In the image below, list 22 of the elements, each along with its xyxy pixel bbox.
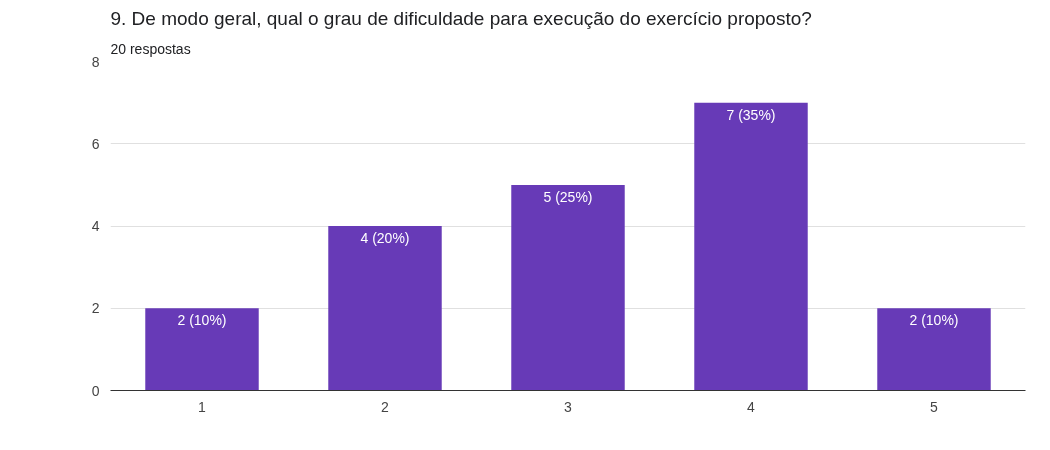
y-tick-label: 0 xyxy=(91,382,100,399)
y-tick-label: 6 xyxy=(91,135,100,152)
x-tick-label: 2 xyxy=(381,398,390,415)
bar xyxy=(145,308,259,391)
data-label: 2 (10%) xyxy=(177,312,227,329)
y-tick-label: 2 xyxy=(91,300,100,317)
x-tick-label: 5 xyxy=(930,398,939,415)
data-label: 5 (25%) xyxy=(543,188,593,205)
data-label: 4 (20%) xyxy=(360,230,410,246)
bar xyxy=(511,184,625,391)
y-tick-label: 4 xyxy=(91,218,100,234)
chart-title: 9. De modo geral, qual o grau de dificuldade para execução do exercício proposto? xyxy=(110,7,812,29)
y-tick-label: 8 xyxy=(91,53,100,70)
bar xyxy=(694,102,808,391)
data-label: 7 (35%) xyxy=(726,106,776,123)
bar xyxy=(877,308,991,391)
x-tick-label: 3 xyxy=(564,398,573,415)
data-label: 2 (10%) xyxy=(909,312,959,329)
chart-subtitle: 20 respostas xyxy=(110,40,191,57)
x-tick-label: 4 xyxy=(747,398,756,415)
x-tick-label: 1 xyxy=(198,398,207,415)
bar xyxy=(328,226,442,391)
